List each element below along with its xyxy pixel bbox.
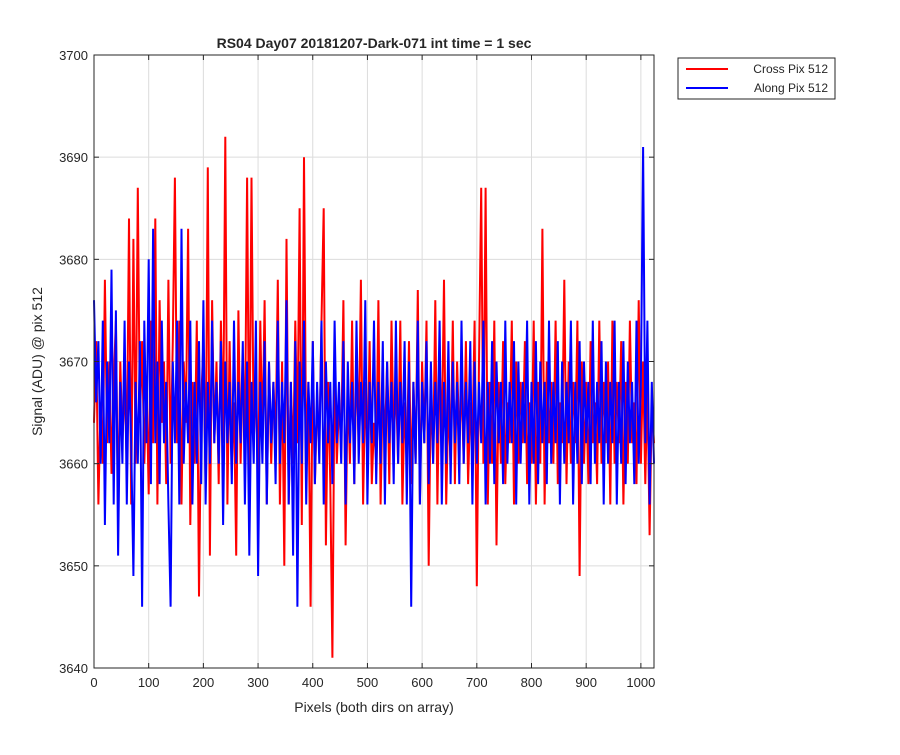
y-tick-label: 3670 (59, 355, 88, 370)
legend-label-cross: Cross Pix 512 (753, 62, 828, 76)
x-tick-label: 700 (466, 675, 488, 690)
y-tick-label: 3660 (59, 457, 88, 472)
y-tick-label: 3640 (59, 661, 88, 676)
legend-box (677, 57, 836, 100)
x-axis-label: Pixels (both dirs on array) (294, 699, 454, 715)
series-layer (93, 136, 655, 658)
x-tick-labels: 0 100 200 300 400 500 600 700 800 900 1000 (90, 675, 655, 690)
y-tick-labels: 3640 3650 3660 3670 3680 3690 3700 (59, 48, 88, 676)
x-tick-label: 200 (193, 675, 215, 690)
x-tick-label: 100 (138, 675, 160, 690)
x-tick-label: 600 (411, 675, 433, 690)
series-line-along-pix-512 (93, 146, 655, 607)
x-tick-label: 800 (521, 675, 543, 690)
x-tick-label: 0 (90, 675, 97, 690)
y-tick-label: 3690 (59, 150, 88, 165)
x-tick-label: 300 (247, 675, 269, 690)
y-axis-label: Signal (ADU) @ pix 512 (29, 287, 45, 436)
x-tick-label: 500 (357, 675, 379, 690)
x-tick-label: 1000 (626, 675, 655, 690)
y-tick-label: 3700 (59, 48, 88, 63)
plot-frame (93, 54, 655, 669)
y-tick-label: 3650 (59, 559, 88, 574)
legend-label-along: Along Pix 512 (754, 81, 828, 95)
x-tick-label: 400 (302, 675, 324, 690)
legend: Cross Pix 512 Along Pix 512 (677, 57, 836, 100)
chart-title: RS04 Day07 20181207-Dark-071 int time = … (217, 35, 532, 51)
x-tick-label: 900 (575, 675, 597, 690)
y-tick-label: 3680 (59, 252, 88, 267)
